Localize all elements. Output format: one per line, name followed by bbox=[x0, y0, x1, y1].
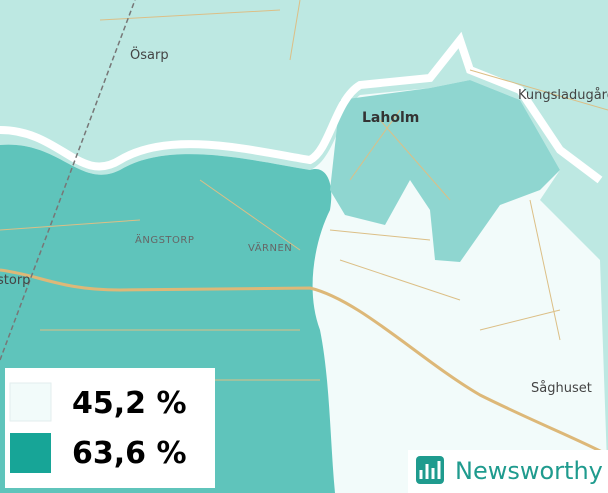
place-label: storp bbox=[0, 273, 30, 288]
place-label: VÄRNEN bbox=[248, 241, 292, 254]
region-mid bbox=[330, 80, 560, 262]
place-label: Kungsladugård bbox=[518, 88, 608, 103]
brand: Newsworthy bbox=[455, 457, 603, 485]
legend-swatch bbox=[10, 433, 51, 473]
main-road bbox=[0, 268, 608, 457]
river bbox=[0, 31, 603, 184]
place-label: Laholm bbox=[362, 110, 419, 126]
place-label: Ösarp bbox=[130, 46, 169, 63]
legend-swatch bbox=[9, 382, 52, 422]
legend-label: 45,2 % bbox=[72, 386, 187, 421]
place-label: ÄNGSTORP bbox=[135, 233, 194, 246]
legend-label: 63,6 % bbox=[72, 436, 187, 471]
roads bbox=[0, 0, 608, 381]
brand-icon-bars bbox=[419, 461, 441, 479]
brand-icon bbox=[416, 456, 444, 484]
place-label: Såghuset bbox=[531, 381, 592, 396]
railway bbox=[0, 0, 136, 361]
